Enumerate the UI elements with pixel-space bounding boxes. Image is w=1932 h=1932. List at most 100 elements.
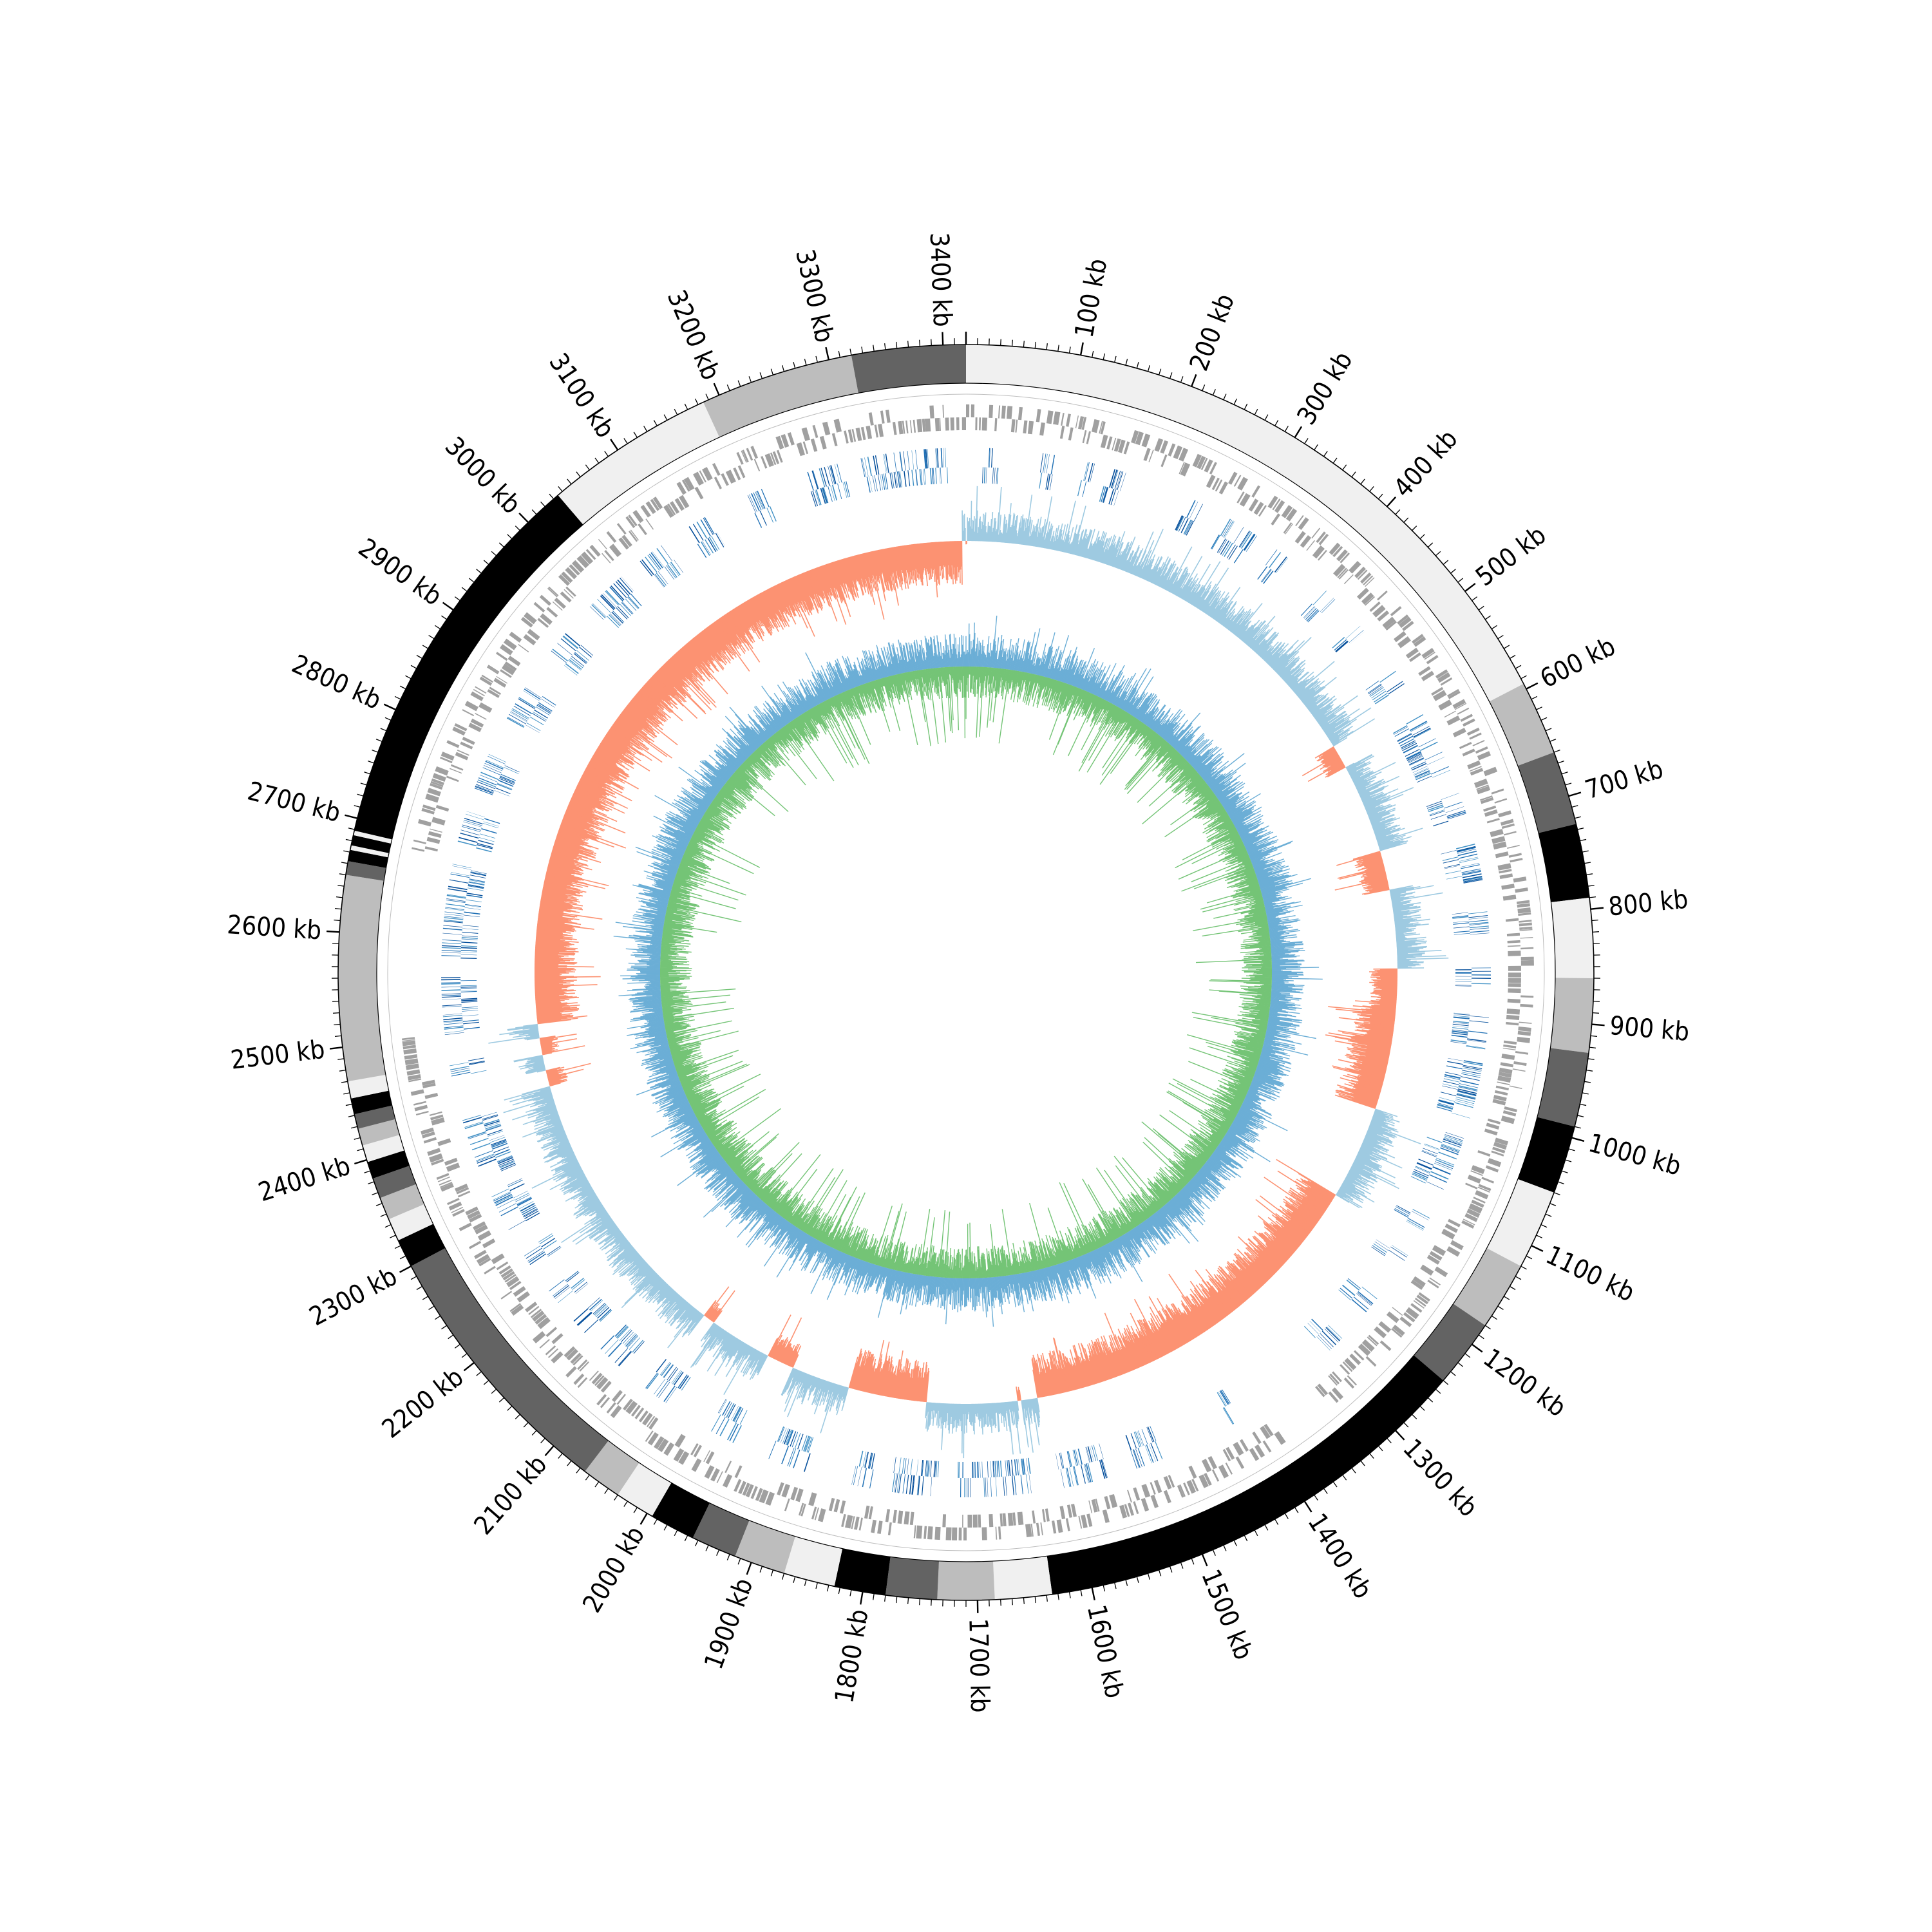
feature-mark [943,448,945,468]
gene-mark [683,477,695,491]
gene-mark [923,1526,927,1539]
feature-mark [1374,692,1388,703]
gene-mark [1434,1266,1448,1278]
feature-mark [469,1137,489,1146]
minor-tick [1457,578,1464,583]
gene-mark [839,1500,846,1514]
feature-mark [485,1124,501,1130]
feature-mark [464,905,481,908]
gene-mark [426,837,440,844]
feature-mark [1080,1464,1086,1484]
gene-mark [1160,440,1169,454]
feature-mark [924,449,927,469]
minor-tick [498,1397,505,1403]
contig-segment [398,1224,446,1267]
gene-mark [579,1361,589,1372]
feature-mark [538,1233,553,1243]
gene-mark [1360,572,1372,584]
gene-mark [1506,933,1520,937]
feature-mark [529,716,544,726]
gene-mark [1358,1343,1371,1356]
minor-tick [1553,750,1560,753]
feature-mark [461,999,478,1001]
major-tick [326,930,340,933]
skew-negative-mark [992,518,996,542]
feature-mark [812,470,819,489]
feature-mark [1462,1070,1481,1075]
feature-mark [1146,1427,1153,1443]
feature-mark [568,660,582,671]
minor-tick [491,551,497,556]
gene-mark [1264,1423,1274,1437]
feature-mark [460,947,477,949]
minor-tick [1244,1535,1248,1542]
gene-mark [606,531,617,543]
gc-skew-track [488,486,1449,1459]
gene-mark [1495,1137,1509,1146]
minor-tick [684,403,688,410]
feature-mark [917,1475,920,1495]
feature-mark [442,1005,462,1008]
feature-mark [576,650,589,661]
feature-mark [1433,820,1449,827]
skew-negative-mark [1015,533,1018,544]
feature-mark [1069,1467,1074,1486]
gene-mark [1088,1500,1093,1513]
gene-mark [509,631,522,643]
feature-mark [1318,1334,1332,1349]
gene-mark [484,1265,496,1274]
gene-mark [1236,491,1245,504]
gene-mark [1168,1475,1175,1488]
major-tick [463,1361,475,1372]
feature-mark [513,705,531,716]
gene-mark [1420,1264,1434,1276]
minor-tick [348,828,355,830]
gene-mark [962,1514,963,1528]
feature-mark [564,665,578,676]
feature-mark [442,927,462,931]
gene-mark [705,1451,715,1464]
feature-mark [1427,804,1443,811]
feature-mark [656,547,669,565]
feature-mark [1245,535,1258,552]
gene-mark [1045,1508,1050,1522]
feature-mark [462,1010,478,1012]
feature-mark [1303,606,1315,618]
gene-mark [577,1377,588,1388]
feature-mark [463,1027,480,1030]
contig-segment [380,1184,424,1220]
minor-tick [368,761,374,764]
gene-mark [1441,1229,1455,1240]
feature-mark [1444,865,1461,869]
feature-mark [542,696,556,706]
contig-segment [353,830,392,844]
feature-mark [964,1478,965,1498]
feature-mark [1413,1171,1428,1179]
skew-negative-mark [1397,958,1407,960]
feature-mark [929,468,933,484]
gene-mark [1344,1358,1357,1370]
minor-tick [1180,1562,1184,1569]
feature-mark [696,521,708,539]
feature-mark [1371,688,1385,699]
feature-mark [1471,974,1491,976]
feature-mark [756,491,764,509]
minor-tick [849,348,852,355]
feature-mark [495,787,511,794]
feature-mark [485,761,504,770]
minor-tick [345,1103,352,1106]
feature-mark [672,1370,683,1385]
tick-label: 2500 kb [229,1035,327,1075]
gene-mark [699,470,706,483]
gene-mark [1421,670,1435,681]
gene-mark [462,736,475,745]
feature-mark [493,1191,511,1200]
minor-tick [1158,368,1162,375]
feature-mark [442,1014,462,1018]
feature-mark [500,1162,516,1170]
minor-tick [1202,384,1206,391]
gene-mark [1385,620,1397,631]
feature-mark [479,833,496,839]
gene-mark [989,1513,994,1528]
feature-mark [474,788,493,795]
